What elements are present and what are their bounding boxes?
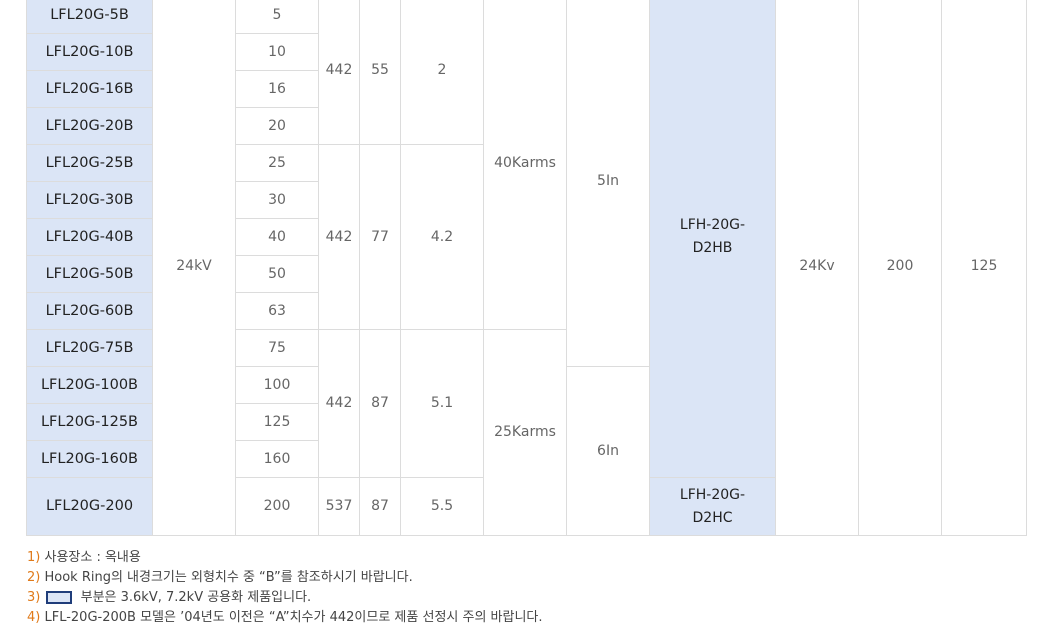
dim-b-cell: 77 — [359, 144, 401, 330]
highlight-swatch — [46, 591, 73, 604]
rating-cell: 63 — [235, 292, 319, 330]
model-cell: LFL20G-25B — [26, 144, 153, 182]
rating-cell: 16 — [235, 70, 319, 108]
table-row: LFL20G-125B 125 — [26, 403, 1027, 441]
model-cell: LFL20G-10B — [26, 33, 153, 71]
rating-cell: 20 — [235, 107, 319, 145]
col-a-cell: 200 — [858, 0, 942, 536]
dim-c-cell: 4.2 — [400, 144, 484, 330]
table-row: LFL20G-50B 50 — [26, 255, 1027, 293]
model-cell: LFL20G-30B — [26, 181, 153, 219]
dim-c-cell: 5.5 — [400, 477, 484, 536]
table-row: LFL20G-40B 40 — [26, 218, 1027, 256]
table-row: LFL20G-5B 24kV 5 442 55 2 40Karms 5In LFH-20G- D… — [26, 0, 1027, 536]
rating-cell: 30 — [235, 181, 319, 219]
col-b-cell: 125 — [941, 0, 1027, 536]
model-cell: LFL20G-75B — [26, 329, 153, 367]
rating-cell: 125 — [235, 403, 319, 441]
table-row: LFL20G-200 200 537 87 5.5 LFH-20G- D2HC — [26, 477, 1027, 536]
rating-cell: 100 — [235, 366, 319, 404]
current-cell: 5In — [566, 0, 650, 367]
model-cell: LFL20G-160B — [26, 440, 153, 478]
dim-a-cell: 537 — [318, 477, 360, 536]
dim-b-cell: 55 — [359, 0, 401, 145]
holder-voltage-cell: 24Kv — [775, 0, 859, 536]
rating-cell: 25 — [235, 144, 319, 182]
model-cell: LFL20G-5B — [26, 0, 153, 34]
holder-cell: LFH-20G- D2HC — [649, 477, 776, 536]
rating-cell: 40 — [235, 218, 319, 256]
rating-cell: 75 — [235, 329, 319, 367]
rating-cell: 5 — [235, 0, 319, 34]
dim-b-cell: 87 — [359, 329, 401, 478]
dim-c-cell: 5.1 — [400, 329, 484, 478]
dim-b-cell: 87 — [359, 477, 401, 536]
dim-a-cell: 442 — [318, 329, 360, 478]
table-row: LFL20G-100B 100 6In — [26, 366, 1027, 536]
footnotes: 1) 사용장소 : 옥내용 2) Hook Ring의 내경크기는 외형치수 중… — [27, 548, 543, 628]
table-row: LFL20G-20B 20 — [26, 107, 1027, 145]
holder-cell: LFH-20G- D2HB — [649, 0, 776, 478]
table-row: LFL20G-16B 16 — [26, 70, 1027, 108]
current-cell: 6In — [566, 366, 650, 536]
fuse-spec-table: LFL20G-5B 24kV 5 442 55 2 40Karms 5In LFH-20G- D… — [26, 0, 1027, 536]
model-cell: LFL20G-20B — [26, 107, 153, 145]
dim-c-cell: 2 — [400, 0, 484, 145]
model-cell: LFL20G-100B — [26, 366, 153, 404]
voltage-cell: 24kV — [152, 0, 236, 536]
model-cell: LFL20G-16B — [26, 70, 153, 108]
short-circuit-cell: 40Karms — [483, 0, 567, 330]
model-cell: LFL20G-200 — [26, 477, 153, 536]
rating-cell: 160 — [235, 440, 319, 478]
note-1: 1) 사용장소 : 옥내용 — [27, 550, 141, 565]
model-cell: LFL20G-40B — [26, 218, 153, 256]
note-2: 2) Hook Ring의 내경크기는 외형치수 중 “B”를 참조하시기 바랍… — [27, 570, 413, 585]
table-row: LFL20G-75B 75 442 87 5.1 25Karms — [26, 329, 1027, 536]
short-circuit-cell: 25Karms — [483, 329, 567, 536]
note-4: 4) LFL-20G-200B 모델은 ’04년도 이전은 “A”치수가 442… — [27, 610, 543, 625]
table-row: LFL20G-60B 63 — [26, 292, 1027, 330]
dim-a-cell: 442 — [318, 144, 360, 330]
note-3: 3) 부분은 3.6kV, 7.2kV 공용화 제품입니다. — [27, 590, 312, 605]
model-cell: LFL20G-60B — [26, 292, 153, 330]
dim-a-cell: 442 — [318, 0, 360, 145]
model-cell: LFL20G-50B — [26, 255, 153, 293]
rating-cell: 10 — [235, 33, 319, 71]
table-row: LFL20G-25B 25 442 77 4.2 — [26, 144, 1027, 330]
table-row: LFL20G-30B 30 — [26, 181, 1027, 219]
rating-cell: 50 — [235, 255, 319, 293]
model-cell: LFL20G-125B — [26, 403, 153, 441]
rating-cell: 200 — [235, 477, 319, 536]
table-row: LFL20G-10B 10 — [26, 33, 1027, 71]
